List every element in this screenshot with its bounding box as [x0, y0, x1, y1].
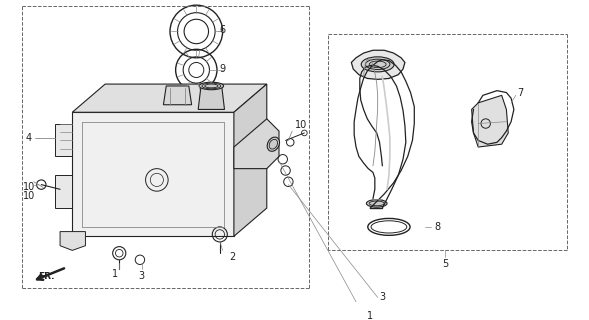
- Polygon shape: [198, 86, 224, 109]
- Text: 6: 6: [220, 25, 226, 35]
- Text: 1: 1: [112, 269, 118, 279]
- Text: FR.: FR.: [38, 272, 55, 281]
- Text: 2: 2: [229, 252, 236, 262]
- Text: 5: 5: [442, 260, 448, 269]
- Polygon shape: [163, 86, 191, 105]
- Text: 3: 3: [379, 292, 386, 302]
- Polygon shape: [72, 84, 267, 112]
- Text: 7: 7: [518, 88, 524, 98]
- Text: 4: 4: [25, 132, 31, 143]
- Text: 10: 10: [22, 191, 35, 201]
- Text: 8: 8: [434, 222, 440, 232]
- Polygon shape: [234, 119, 279, 169]
- Polygon shape: [352, 50, 405, 79]
- Ellipse shape: [366, 200, 387, 207]
- Ellipse shape: [199, 82, 224, 90]
- Polygon shape: [55, 175, 72, 208]
- Ellipse shape: [267, 137, 280, 151]
- Polygon shape: [72, 112, 234, 236]
- Text: 1: 1: [368, 311, 373, 320]
- Polygon shape: [55, 124, 72, 156]
- Ellipse shape: [361, 57, 394, 72]
- Text: 10: 10: [295, 120, 307, 131]
- Text: 10: 10: [22, 182, 35, 192]
- Text: 9: 9: [220, 64, 226, 74]
- Text: 3: 3: [138, 271, 144, 281]
- Polygon shape: [472, 95, 508, 147]
- Polygon shape: [60, 232, 85, 250]
- Polygon shape: [234, 84, 267, 236]
